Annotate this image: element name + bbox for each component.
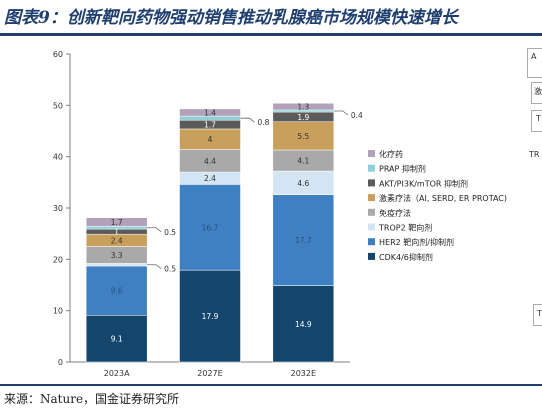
legend-swatch [368, 252, 375, 260]
cutoff-text-d: TR [529, 150, 540, 159]
callout-leader [333, 110, 349, 116]
legend-label: 化疗药 [379, 149, 403, 159]
data-label: 3.3 [111, 251, 123, 260]
legend-swatch [368, 164, 375, 172]
bar-segment [85, 217, 148, 227]
chart-bars: 0.5 0.5 0.8 0.4 9.1 17.9 14.9 9.6 16.7 17.7 2.4 4.6… [85, 103, 363, 363]
data-label: 5.5 [297, 132, 309, 141]
legend-swatch [368, 179, 375, 187]
legend-label: 免疫疗法 [379, 208, 411, 218]
callout-label: 0.5 [164, 228, 176, 237]
bar-segment [85, 315, 148, 363]
data-label: 16.7 [202, 223, 219, 232]
cutoff-text-b: 激 [534, 87, 542, 96]
cutoff-panel-box-b [531, 82, 542, 104]
data-label: 4.6 [297, 179, 309, 188]
data-label: 14.9 [295, 320, 312, 329]
legend-swatch [368, 223, 375, 231]
bar-segment [272, 121, 335, 151]
data-label: 1.9 [297, 113, 309, 122]
title-rule [0, 33, 542, 36]
bar-segment [85, 263, 148, 267]
cutoff-text-e: T [537, 309, 542, 318]
legend-swatch [368, 194, 375, 202]
callout-label: 0.4 [351, 111, 363, 120]
data-label: 9.6 [111, 287, 123, 296]
callout-leader [147, 227, 162, 233]
cutoff-text-a: A [531, 52, 537, 61]
y-tick-label: 50 [53, 101, 63, 110]
figure-title: 图表9：创新靶向药物强动销售推动乳腺癌市场规模快速增长 [4, 8, 458, 28]
data-label: 1.7 [204, 121, 216, 130]
legend-label: PRAP 抑制剂 [379, 164, 426, 174]
cutoff-panel-box-e [533, 304, 542, 326]
x-tick-label: 2027E [197, 369, 222, 378]
y-tick-label: 20 [53, 255, 63, 264]
data-label: 1.4 [204, 109, 216, 118]
x-tick-label: 2023A [104, 369, 130, 378]
data-label: 1 [114, 228, 119, 237]
bar-segment [272, 194, 335, 286]
data-label: 4 [208, 135, 213, 144]
callout-label: 0.5 [164, 265, 176, 274]
legend-label: AKT/PI3K/mTOR 抑制剂 [379, 178, 468, 188]
legend-label: 激素疗法（AI, SERD, ER PROTAC) [379, 193, 507, 203]
data-label: 9.1 [111, 335, 123, 344]
legend-swatch [368, 238, 375, 246]
legend-label: TROP2 靶向剂 [378, 223, 432, 233]
callout-label: 0.8 [258, 118, 270, 127]
bar-segment [272, 103, 335, 111]
data-label: 17.7 [295, 236, 312, 245]
cutoff-text-c: T [536, 114, 541, 123]
data-label: 1.3 [297, 103, 309, 112]
bar-segment [85, 265, 148, 316]
source-rule [0, 384, 542, 386]
x-tick-label: 2032E [291, 369, 316, 378]
bar-segment [272, 285, 335, 363]
y-tick-label: 40 [53, 153, 63, 162]
y-tick-label: 0 [58, 358, 63, 367]
cutoff-panel-box-a [527, 48, 542, 78]
bar-segment [179, 108, 241, 117]
data-label: 4.1 [297, 157, 309, 166]
y-tick-label: 60 [53, 50, 63, 59]
y-tick-label: 10 [53, 307, 63, 316]
legend-swatch [368, 208, 375, 216]
bar-segment [179, 269, 241, 363]
legend-label: HER2 靶向剂/抑制剂 [379, 237, 454, 247]
legend-label: CDK4/6抑制剂 [379, 252, 433, 262]
callout-leader [147, 264, 162, 270]
data-label: 2.4 [111, 236, 123, 245]
data-label: 2.4 [204, 174, 216, 183]
data-label: 17.9 [202, 312, 219, 321]
callout-leader [240, 117, 255, 123]
data-label: 4.4 [204, 157, 216, 166]
figure-source: 来源：Nature，国金证券研究所 [4, 392, 180, 406]
data-label: 1.7 [111, 218, 123, 227]
cutoff-panel-box-c [531, 110, 542, 132]
bar-segment [179, 184, 241, 271]
legend-swatch [368, 150, 375, 157]
y-tick-label: 30 [53, 204, 63, 213]
